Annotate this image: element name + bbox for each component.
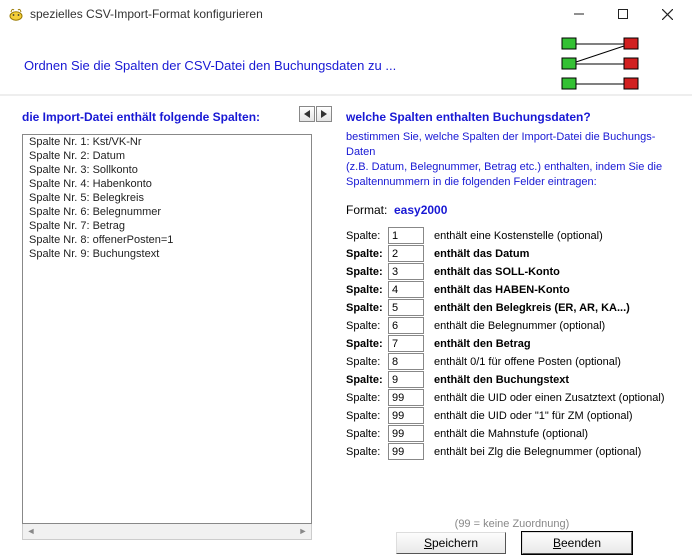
desc-line: bestimmen Sie, welche Spalten der Import… xyxy=(346,131,655,158)
column-number-input[interactable] xyxy=(388,299,424,316)
column-label: Spalte: xyxy=(346,320,388,332)
column-mapping-row: Spalte: enthält bei Zlg die Belegnummer (… xyxy=(346,443,678,460)
column-label: Spalte: xyxy=(346,248,388,260)
header-area: Ordnen Sie die Spalten der CSV-Datei den… xyxy=(0,28,692,96)
left-panel-title: die Import-Datei enthält folgende Spalte… xyxy=(22,110,260,124)
list-item[interactable]: Spalte Nr. 1: Kst/VK-Nr xyxy=(23,135,311,149)
column-label: Spalte: xyxy=(346,284,388,296)
scroll-right-icon[interactable]: ► xyxy=(295,524,311,538)
column-number-input[interactable] xyxy=(388,353,424,370)
app-icon xyxy=(8,6,24,22)
list-item[interactable]: Spalte Nr. 9: Buchungstext xyxy=(23,247,311,261)
list-item[interactable]: Spalte Nr. 2: Datum xyxy=(23,149,311,163)
list-item[interactable]: Spalte Nr. 5: Belegkreis xyxy=(23,191,311,205)
column-number-input[interactable] xyxy=(388,263,424,280)
left-header-row: die Import-Datei enthält folgende Spalte… xyxy=(22,104,332,130)
list-item[interactable]: Spalte Nr. 4: Habenkonto xyxy=(23,177,311,191)
titlebar: spezielles CSV-Import-Format konfigurier… xyxy=(0,0,692,28)
column-mapping-row: Spalte: enthält die UID oder "1" für ZM (… xyxy=(346,407,678,424)
hint-99: (99 = keine Zuordnung) xyxy=(346,518,678,530)
format-label: Format: xyxy=(346,203,394,217)
column-description: enthält die Belegnummer (optional) xyxy=(434,320,605,332)
column-description: enthält bei Zlg die Belegnummer (optiona… xyxy=(434,446,641,458)
save-button[interactable]: Speichern xyxy=(396,532,506,554)
column-mapping-row: Spalte: enthält das SOLL-Konto xyxy=(346,263,678,280)
horizontal-scrollbar[interactable]: ◄ ► xyxy=(22,524,312,540)
list-item[interactable]: Spalte Nr. 7: Betrag xyxy=(23,219,311,233)
maximize-button[interactable] xyxy=(601,2,645,26)
column-number-input[interactable] xyxy=(388,281,424,298)
column-label: Spalte: xyxy=(346,446,388,458)
right-panel-title: welche Spalten enthalten Buchungsdaten? xyxy=(346,110,678,124)
columns-listbox[interactable]: Spalte Nr. 1: Kst/VK-NrSpalte Nr. 2: Dat… xyxy=(22,134,312,524)
column-description: enthält das Datum xyxy=(434,248,529,260)
column-number-input[interactable] xyxy=(388,227,424,244)
column-label: Spalte: xyxy=(346,302,388,314)
close-button[interactable] xyxy=(645,2,689,26)
column-number-input[interactable] xyxy=(388,425,424,442)
column-description: enthält den Betrag xyxy=(434,338,531,350)
column-mapping-row: Spalte: enthält die Belegnummer (optional… xyxy=(346,317,678,334)
column-label: Spalte: xyxy=(346,356,388,368)
mapping-diagram-icon xyxy=(554,34,646,94)
column-label: Spalte: xyxy=(346,374,388,386)
column-mapping-row: Spalte: enthält 0/1 für offene Posten (op… xyxy=(346,353,678,370)
column-description: enthält die Mahnstufe (optional) xyxy=(434,428,588,440)
next-button[interactable] xyxy=(316,106,332,122)
column-mapping-row: Spalte: enthält die Mahnstufe (optional) xyxy=(346,425,678,442)
column-label: Spalte: xyxy=(346,266,388,278)
list-item[interactable]: Spalte Nr. 8: offenerPosten=1 xyxy=(23,233,311,247)
prev-button[interactable] xyxy=(299,106,315,122)
column-mapping-row: Spalte: enthält die UID oder einen Zusatz… xyxy=(346,389,678,406)
column-label: Spalte: xyxy=(346,428,388,440)
column-label: Spalte: xyxy=(346,392,388,404)
instruction-text: Ordnen Sie die Spalten der CSV-Datei den… xyxy=(24,58,396,73)
column-label: Spalte: xyxy=(346,410,388,422)
column-label: Spalte: xyxy=(346,230,388,242)
column-description: enthält 0/1 für offene Posten (optional) xyxy=(434,356,621,368)
format-value: easy2000 xyxy=(394,203,447,217)
column-mapping-row: Spalte: enthält den Buchungstext xyxy=(346,371,678,388)
column-description: enthält eine Kostenstelle (optional) xyxy=(434,230,603,242)
column-number-input[interactable] xyxy=(388,245,424,262)
column-description: enthält das SOLL-Konto xyxy=(434,266,560,278)
column-mapping-row: Spalte: enthält den Betrag xyxy=(346,335,678,352)
column-label: Spalte: xyxy=(346,338,388,350)
column-mapping-row: Spalte: enthält das HABEN-Konto xyxy=(346,281,678,298)
column-mapping-row: Spalte: enthält das Datum xyxy=(346,245,678,262)
column-description: enthält das HABEN-Konto xyxy=(434,284,570,296)
format-row: Format: easy2000 xyxy=(346,203,678,217)
scroll-left-icon[interactable]: ◄ xyxy=(23,524,39,538)
list-item[interactable]: Spalte Nr. 3: Sollkonto xyxy=(23,163,311,177)
column-description: enthält die UID oder einen Zusatztext (o… xyxy=(434,392,665,404)
close-action-button[interactable]: Beenden xyxy=(522,532,632,554)
column-number-input[interactable] xyxy=(388,317,424,334)
column-number-input[interactable] xyxy=(388,443,424,460)
right-description: bestimmen Sie, welche Spalten der Import… xyxy=(346,130,678,189)
column-mapping-row: Spalte: enthält eine Kostenstelle (option… xyxy=(346,227,678,244)
window-title: spezielles CSV-Import-Format konfigurier… xyxy=(30,7,263,21)
list-item[interactable]: Spalte Nr. 6: Belegnummer xyxy=(23,205,311,219)
column-mapping-row: Spalte: enthält den Belegkreis (ER, AR, K… xyxy=(346,299,678,316)
column-number-input[interactable] xyxy=(388,371,424,388)
column-number-input[interactable] xyxy=(388,335,424,352)
column-description: enthält die UID oder "1" für ZM (optiona… xyxy=(434,410,633,422)
column-number-input[interactable] xyxy=(388,389,424,406)
column-description: enthält den Belegkreis (ER, AR, KA...) xyxy=(434,302,630,314)
column-description: enthält den Buchungstext xyxy=(434,374,569,386)
column-number-input[interactable] xyxy=(388,407,424,424)
desc-line: Spaltennummern in die folgenden Felder e… xyxy=(346,176,597,188)
minimize-button[interactable] xyxy=(557,2,601,26)
desc-line: (z.B. Datum, Belegnummer, Betrag etc.) e… xyxy=(346,161,662,173)
